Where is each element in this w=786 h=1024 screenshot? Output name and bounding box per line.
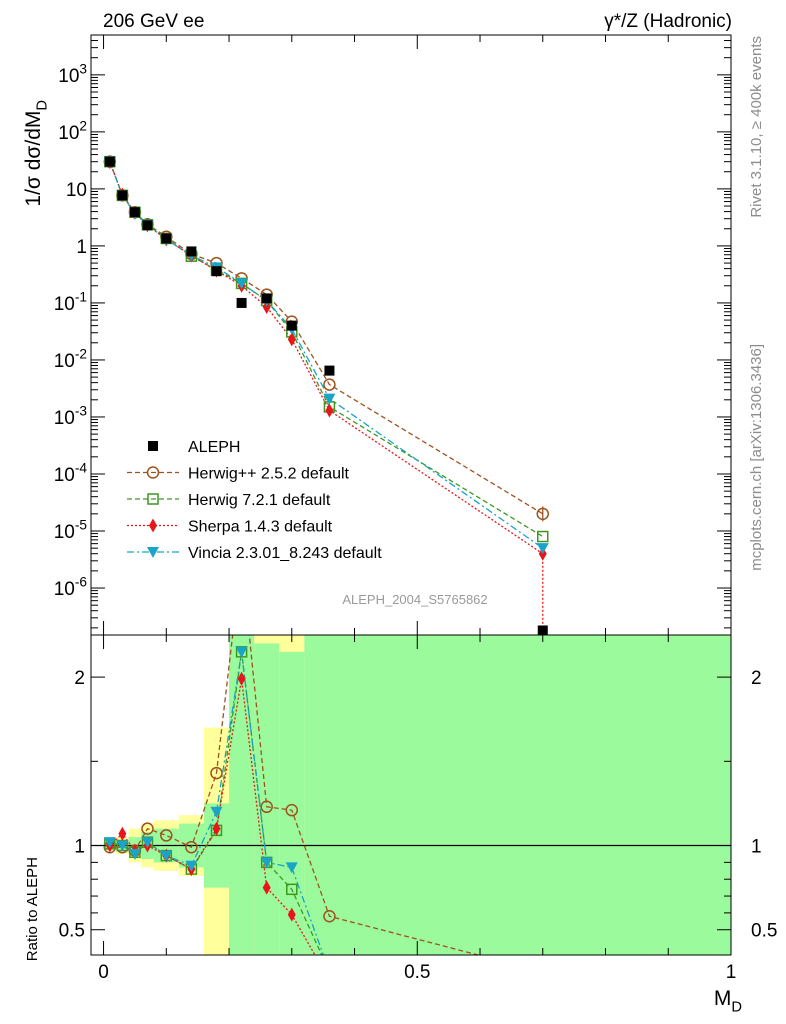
ratio-point-sherpa	[237, 671, 246, 686]
ratio-point-sherpa	[212, 821, 221, 836]
data-point-sherpa	[262, 299, 271, 314]
data-point-vincia	[536, 543, 549, 555]
ratio-point-herwigpp	[210, 766, 223, 780]
rivet-version-label: Rivet 3.1.10, ≥ 400k events	[748, 36, 765, 218]
xtick-label: 0.5	[404, 962, 430, 983]
data-point-aleph	[211, 266, 222, 277]
top-ytick-label: 10-6	[54, 574, 87, 600]
data-point-sherpa	[325, 403, 334, 418]
xtick-label: 0	[98, 962, 109, 983]
data-point-vincia	[323, 393, 336, 405]
ratio-point-vincia	[128, 848, 141, 860]
ratio-point-herwigpp	[185, 840, 198, 854]
top-y-axis-label-text: 1/σ dσ/dMD	[22, 100, 50, 207]
ratio-point-herwigpp	[285, 803, 299, 817]
bottom-ytick-label-right: 0.5	[751, 921, 777, 942]
top-y-axis-label: 1/σ dσ/dMD	[22, 100, 50, 207]
ratio-point-vincia	[185, 860, 198, 872]
data-point-herwigpp	[323, 378, 336, 391]
data-point-aleph	[324, 365, 335, 376]
top-ytick-label: 10-1	[54, 289, 87, 315]
series-line-herwigpp	[109, 161, 544, 515]
bottom-ytick-label-right: 2	[751, 668, 762, 689]
legend-marker-herwigpp	[146, 466, 160, 479]
ratio-point-herwigpp	[141, 822, 154, 835]
ratio-point-herwigpp	[323, 910, 336, 923]
ratio-band-inner	[229, 635, 255, 955]
data-point-aleph	[286, 320, 297, 331]
mcplots-citation-label: mcplots.cern.ch [arXiv:1306.3436]	[748, 344, 765, 571]
x-axis-label: MD	[714, 987, 742, 1015]
ratio-point-vincia	[260, 857, 273, 869]
legend-marker-sherpa	[149, 518, 157, 533]
x-axis: 0 0.5 1	[98, 962, 736, 983]
data-point-aleph	[261, 293, 272, 304]
legend-label-herwig7: Herwig 7.2.1 default	[188, 492, 331, 509]
ratio-point-herwigpp	[160, 829, 173, 842]
data-point-aleph	[161, 233, 172, 244]
top-ytick-label: 103	[58, 61, 87, 87]
data-point-aleph	[236, 297, 247, 308]
bottom-y-axis-label: Ratio to ALEPH	[24, 857, 41, 961]
legend-label-herwigpp: Herwig++ 2.5.2 default	[188, 466, 350, 483]
legend-marker-herwig7	[147, 493, 159, 505]
data-point-herwig7	[537, 530, 549, 543]
ratio-point-sherpa	[287, 907, 296, 922]
legend-label-vincia: Vincia 2.3.01_8.243 default	[188, 545, 382, 562]
data-point-aleph	[142, 220, 153, 231]
bottom-ytick-label-right: 1	[751, 837, 762, 858]
top-ytick-label: 10-2	[54, 346, 87, 372]
top-ytick-label: 10-4	[54, 460, 88, 486]
legend-label-sherpa: Sherpa 1.4.3 default	[188, 519, 333, 536]
data-point-aleph	[117, 190, 128, 201]
ratio-point-herwig7	[286, 883, 298, 896]
legend-marker-aleph	[148, 441, 158, 451]
bottom-ytick-label: 1	[74, 837, 85, 858]
ratio-point-vincia	[103, 837, 116, 849]
ratio-point-vincia	[160, 850, 173, 862]
ratio-band-inner	[254, 643, 280, 955]
legend-marker-vincia	[147, 547, 159, 558]
ratio-band-inner	[304, 635, 731, 955]
ratio-line-sherpa	[109, 678, 316, 955]
bottom-ytick-label: 0.5	[59, 921, 85, 942]
top-ytick-label: 1	[76, 237, 87, 258]
xtick-label: 1	[726, 962, 737, 983]
bottom-y-axis: 0.5 0.5 1 1 2 2	[59, 635, 777, 955]
ratio-point-vincia	[285, 862, 298, 874]
top-panel-frame	[90, 34, 732, 636]
data-point-herwigpp	[536, 507, 550, 521]
data-point-aleph	[129, 207, 140, 218]
top-ytick-label: 102	[58, 118, 87, 144]
top-ytick-label: 10	[66, 180, 87, 201]
series-line-vincia	[109, 161, 544, 549]
ratio-point-vincia	[235, 646, 248, 658]
ratio-band-inner	[279, 651, 305, 955]
bottom-panel-frame	[90, 634, 732, 956]
ratio-point-sherpa	[262, 880, 271, 895]
data-point-vincia	[235, 278, 248, 290]
ratio-point-sherpa	[118, 826, 127, 841]
top-ytick-label: 10-5	[54, 517, 88, 543]
ratio-point-vincia	[116, 840, 129, 852]
analysis-id-label: ALEPH_2004_S5765862	[342, 592, 487, 607]
data-point-sherpa	[287, 332, 296, 347]
ratio-point-herwigpp	[260, 800, 273, 814]
ratio-point-vincia	[210, 806, 223, 818]
bottom-ytick-label: 2	[74, 668, 85, 689]
header-process-label: γ*/Z (Hadronic)	[604, 11, 732, 32]
ratio-line-herwigpp	[109, 635, 481, 955]
ratio-point-vincia	[141, 837, 154, 849]
header-energy-label: 206 GeV ee	[103, 11, 204, 32]
legend: ALEPH Herwig++ 2.5.2 default Herwig 7.2.1 …	[127, 439, 382, 562]
x-axis-label-text: MD	[714, 987, 742, 1015]
legend-label-aleph: ALEPH	[188, 439, 240, 456]
top-ytick-label: 10-3	[54, 403, 87, 429]
data-point-aleph	[104, 156, 115, 167]
data-point-aleph	[186, 246, 197, 257]
